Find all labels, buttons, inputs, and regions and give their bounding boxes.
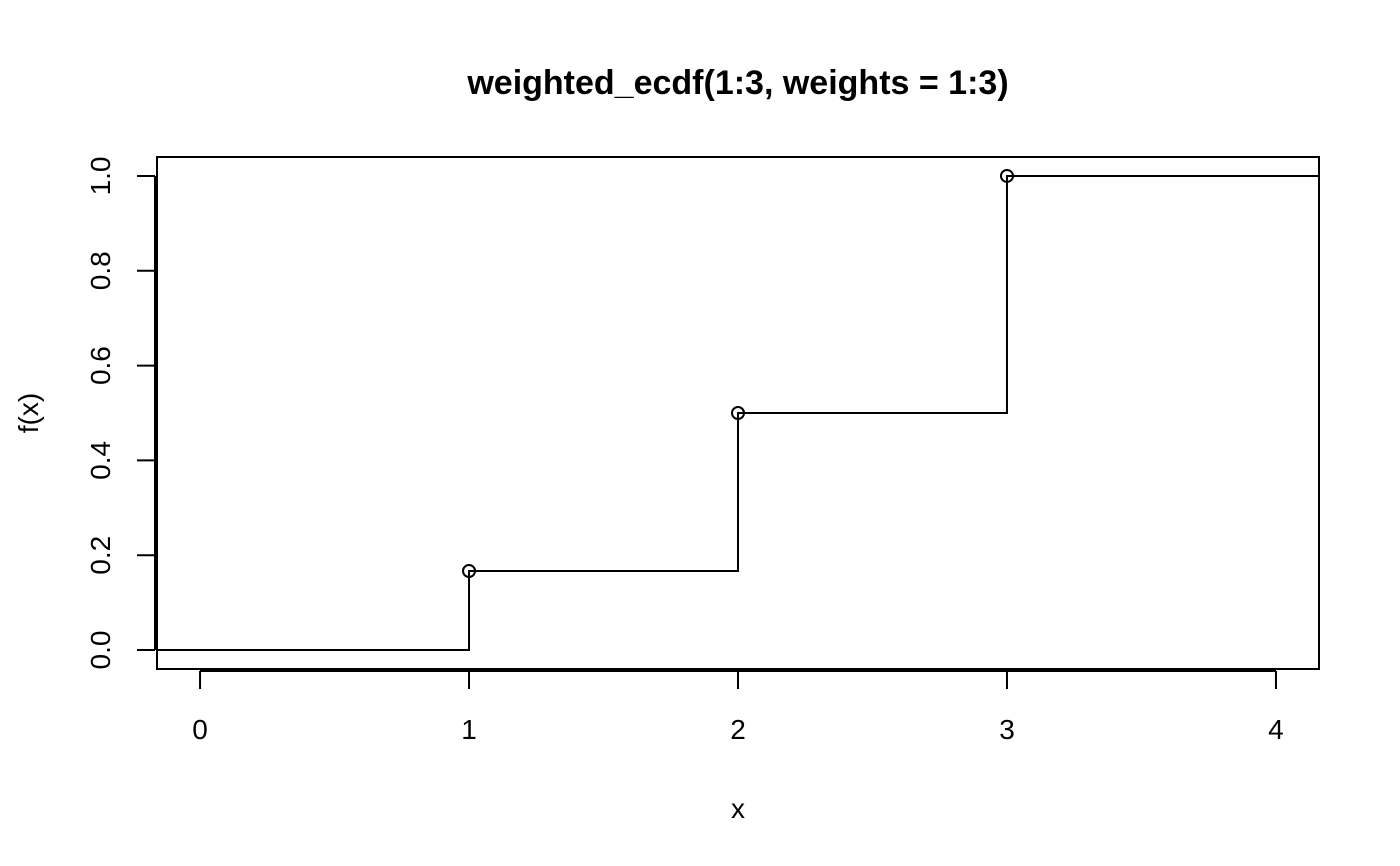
x-tick-label: 0 [192,714,208,745]
y-tick-label: 1.0 [85,156,116,195]
y-tick-label: 0.4 [85,441,116,480]
ecdf-point [999,168,1014,183]
y-tick-label: 0.8 [85,251,116,290]
x-tick-label: 1 [461,714,477,745]
y-tick-label: 0.0 [85,631,116,670]
x-tick-label: 4 [1268,714,1284,745]
y-tick-label: 0.6 [85,346,116,385]
plot-frame [156,156,1320,670]
y-tick-label: 0.2 [85,536,116,575]
ecdf-point [731,406,745,420]
chart-title: weighted_ecdf(1:3, weights = 1:3) [466,64,1008,102]
series-layer [157,174,1319,652]
points-layer [462,168,1014,579]
ecdf-point [462,564,477,579]
x-tick-label: 3 [999,714,1015,745]
ecdf-step-line [157,174,1319,652]
x-tick-label: 2 [730,714,746,745]
x-axis-label: x [731,793,745,824]
x-axis: 0 1 2 3 4 [192,670,1284,745]
y-axis-label: f(x) [13,393,44,433]
y-axis: 0.0 0.2 0.4 0.6 0.8 1.0 [85,156,156,670]
